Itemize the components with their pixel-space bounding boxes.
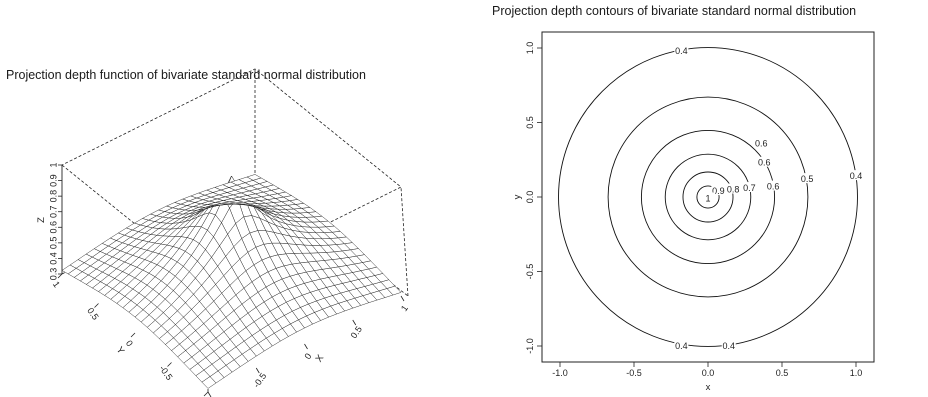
contour-label-background xyxy=(721,340,736,350)
surface-facet xyxy=(61,264,77,275)
y-axis-label: y xyxy=(512,194,523,199)
contour-label: 0.9 xyxy=(712,186,725,196)
contour-label-background xyxy=(701,192,715,203)
y-tick-label: -0.5 xyxy=(525,264,535,280)
contour-label: 0.4 xyxy=(850,171,863,181)
contour-label: 0.5 xyxy=(801,174,814,184)
contour-level-0-8 xyxy=(682,171,734,223)
box-right-vertical xyxy=(400,186,409,297)
x-tick-mark xyxy=(255,367,260,374)
y-tick-mark xyxy=(167,362,172,367)
x-tick-mark xyxy=(352,319,357,326)
contour-label-background xyxy=(757,156,772,167)
contour-title: Projection depth contours of bivariate s… xyxy=(492,4,857,18)
contour-level-0-5 xyxy=(607,96,809,298)
contour-label-background xyxy=(674,44,689,55)
contour-label: 0.4 xyxy=(675,341,688,351)
contour-lines xyxy=(558,47,858,347)
contour-label: 0.8 xyxy=(727,185,740,195)
surface-plot: 0.30.40.50.60.70.80.91Z10.50-0.5-1Y-1-0.… xyxy=(36,68,410,397)
contour-label: 0.6 xyxy=(758,158,771,168)
x-tick-mark xyxy=(304,343,308,350)
z-tick-label: 0.4 xyxy=(48,252,58,265)
contour-level-0-7 xyxy=(664,153,752,241)
contour-label-background xyxy=(674,340,689,350)
contour-label-background xyxy=(711,185,726,196)
contour-label-background xyxy=(726,183,741,194)
contour-label-background xyxy=(766,180,781,191)
z-tick-label: 0.6 xyxy=(48,221,58,234)
contour-label: 0.7 xyxy=(743,183,756,193)
surface-mesh xyxy=(61,174,402,389)
y-tick-label: 0.0 xyxy=(525,191,535,204)
y-tick-mark xyxy=(203,391,209,397)
contour-label-background xyxy=(742,182,757,193)
contour-level-0-6 xyxy=(640,129,776,265)
y-tick-label: -1.0 xyxy=(525,338,535,354)
y-tick-mark xyxy=(94,303,99,308)
x-tick-label: 1.0 xyxy=(850,368,863,378)
contour-label: 0.6 xyxy=(755,138,768,148)
z-tick-label: 0.7 xyxy=(48,205,58,218)
contour-label-background xyxy=(849,170,863,181)
x-tick-mark xyxy=(207,391,212,397)
x-axis-label: x xyxy=(706,382,711,393)
y-tick-mark xyxy=(130,332,136,338)
x-tick-label: 0.0 xyxy=(702,368,715,378)
z-tick-label: 0.9 xyxy=(48,174,58,187)
y-tick-mark xyxy=(57,273,63,279)
z-tick-label: 0.8 xyxy=(48,190,58,203)
contour-level-0-9 xyxy=(696,185,720,209)
z-tick-label: 0.3 xyxy=(48,268,58,281)
y-tick-label: 0.5 xyxy=(525,116,535,129)
contour-label-background xyxy=(754,137,769,148)
contour-label: 1 xyxy=(705,193,710,203)
y-tick-label: 1.0 xyxy=(525,42,535,55)
contour-level-0-4 xyxy=(558,47,858,347)
z-axis-label: Z xyxy=(36,217,47,223)
x-tick-label: 1 xyxy=(399,303,410,313)
z-tick-label: 1 xyxy=(48,162,58,167)
x-tick-label: -1.0 xyxy=(552,368,568,378)
x-tick-label: -0.5 xyxy=(626,368,642,378)
z-tick-label: 0.5 xyxy=(48,237,58,250)
contour-label-background xyxy=(800,173,815,184)
surface-title: Projection depth function of bivariate s… xyxy=(6,68,366,82)
x-tick-mark xyxy=(400,295,405,302)
contour-label: 0.4 xyxy=(675,46,688,56)
y-tick-label: 1 xyxy=(51,279,62,289)
contour-label: 0.6 xyxy=(767,182,780,192)
x-tick-label: 0.5 xyxy=(776,368,789,378)
y-tick-label: 0 xyxy=(124,338,135,348)
contour-label: 0.4 xyxy=(722,341,735,351)
x-tick-label: 0 xyxy=(303,351,314,361)
